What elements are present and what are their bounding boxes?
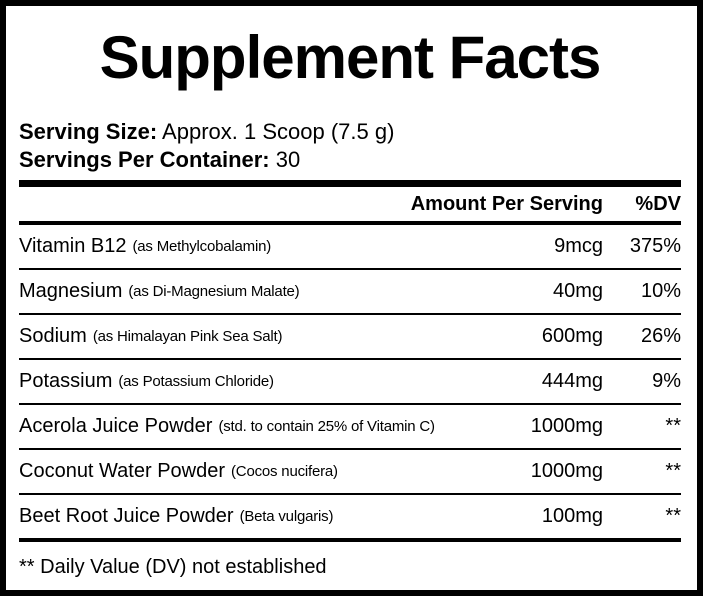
nutrient-amount: 9mcg (554, 235, 603, 257)
serving-size-line: Serving Size: Approx. 1 Scoop (7.5 g) (19, 118, 681, 146)
dv-column-header: %DV (635, 192, 681, 215)
column-header-row: Amount Per Serving %DV (19, 187, 681, 221)
nutrient-description: (as Himalayan Pink Sea Salt) (92, 328, 283, 345)
header-divider (19, 221, 681, 225)
table-row: Magnesium (as Di-Magnesium Malate) 40mg 10… (19, 270, 681, 313)
serving-size-label: Serving Size: (19, 119, 158, 144)
nutrient-description: (as Potassium Chloride) (118, 373, 274, 390)
row-divider (19, 358, 681, 360)
row-divider (19, 493, 681, 495)
table-row: Acerola Juice Powder (std. to contain 25%… (19, 405, 681, 448)
nutrient-description: (Cocos nucifera) (231, 463, 338, 480)
row-divider (19, 403, 681, 405)
nutrient-name: Magnesium (19, 280, 123, 302)
serving-info: Serving Size: Approx. 1 Scoop (7.5 g) Se… (19, 118, 681, 174)
amount-column-header: Amount Per Serving (410, 192, 603, 215)
page-title: Supplement Facts (99, 24, 602, 91)
servings-per-container-label: Servings Per Container: (19, 147, 270, 172)
nutrient-dv: 26% (640, 325, 681, 347)
row-divider (19, 313, 681, 315)
thick-divider (19, 180, 681, 187)
nutrient-description: (as Di-Magnesium Malate) (128, 283, 300, 300)
nutrient-amount: 600mg (541, 325, 603, 347)
table-row: Coconut Water Powder (Cocos nucifera) 100… (19, 450, 681, 493)
table-row: Beet Root Juice Powder (Beta vulgaris) 10… (19, 495, 681, 538)
table-row: Vitamin B12 (as Methylcobalamin) 9mcg 375% (19, 225, 681, 268)
nutrient-table: Vitamin B12 (as Methylcobalamin) 9mcg 375%… (19, 225, 681, 538)
nutrient-name: Potassium (19, 370, 113, 392)
row-divider (19, 448, 681, 450)
footnote: ** Daily Value (DV) not established (19, 556, 327, 578)
nutrient-amount: 444mg (541, 370, 603, 392)
nutrient-name: Beet Root Juice Powder (19, 505, 234, 527)
nutrient-description: (as Methylcobalamin) (132, 238, 272, 255)
nutrient-dv: 375% (629, 235, 681, 257)
table-row: Potassium (as Potassium Chloride) 444mg 9% (19, 360, 681, 403)
nutrient-amount: 100mg (541, 505, 603, 527)
footer-divider (19, 538, 681, 542)
row-divider (19, 268, 681, 270)
nutrient-name: Acerola Juice Powder (19, 415, 213, 437)
serving-size-value: Approx. 1 Scoop (7.5 g) (157, 119, 395, 144)
nutrient-amount: 1000mg (530, 415, 603, 437)
nutrient-amount: 40mg (552, 280, 603, 302)
nutrient-amount: 1000mg (530, 460, 603, 482)
servings-per-container-line: Servings Per Container: 30 (19, 146, 681, 174)
nutrient-name: Vitamin B12 (19, 235, 127, 257)
nutrient-dv: ** (665, 460, 681, 482)
nutrient-description: (Beta vulgaris) (239, 508, 334, 525)
nutrient-dv: 9% (652, 370, 681, 392)
servings-per-container-value: 30 (269, 147, 301, 172)
nutrient-name: Coconut Water Powder (19, 460, 226, 482)
nutrient-dv: 10% (640, 280, 681, 302)
nutrient-description: (std. to contain 25% of Vitamin C) (218, 418, 435, 435)
nutrient-dv: ** (665, 415, 681, 437)
table-row: Sodium (as Himalayan Pink Sea Salt) 600mg… (19, 315, 681, 358)
nutrient-dv: ** (665, 505, 681, 527)
nutrient-name: Sodium (19, 325, 87, 347)
